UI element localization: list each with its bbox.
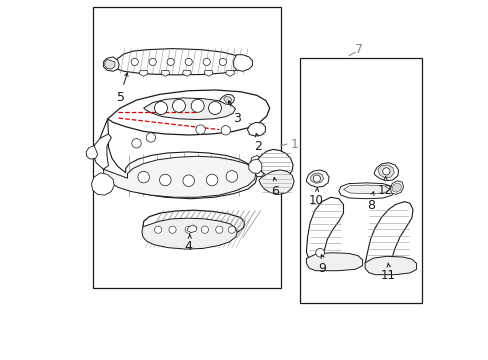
Polygon shape: [225, 71, 234, 76]
Polygon shape: [115, 49, 244, 75]
Circle shape: [149, 58, 156, 66]
Circle shape: [196, 125, 205, 134]
Polygon shape: [100, 119, 257, 199]
Circle shape: [183, 175, 194, 186]
Text: 8: 8: [366, 199, 374, 212]
Polygon shape: [233, 55, 252, 71]
Circle shape: [138, 171, 149, 183]
Polygon shape: [248, 159, 261, 174]
Text: 6: 6: [270, 185, 278, 198]
Polygon shape: [306, 253, 362, 271]
Text: 11: 11: [380, 269, 394, 282]
Circle shape: [315, 248, 324, 257]
Circle shape: [132, 139, 141, 148]
Polygon shape: [377, 165, 393, 178]
Bar: [93, 7, 280, 288]
Circle shape: [215, 226, 223, 233]
Circle shape: [206, 174, 218, 186]
Text: 1: 1: [290, 138, 298, 150]
Circle shape: [313, 175, 320, 182]
Circle shape: [219, 58, 226, 66]
Polygon shape: [142, 210, 244, 239]
Polygon shape: [139, 71, 148, 76]
Polygon shape: [343, 185, 389, 194]
Polygon shape: [91, 173, 114, 195]
Polygon shape: [258, 170, 294, 194]
Text: 12: 12: [377, 184, 391, 197]
Polygon shape: [186, 225, 197, 233]
Circle shape: [159, 174, 171, 186]
Circle shape: [154, 226, 162, 233]
Polygon shape: [143, 98, 235, 120]
Polygon shape: [219, 94, 234, 104]
Circle shape: [221, 126, 230, 135]
Circle shape: [131, 58, 138, 66]
Text: 9: 9: [318, 262, 325, 275]
Circle shape: [172, 99, 185, 112]
Polygon shape: [390, 181, 403, 194]
Polygon shape: [365, 202, 412, 272]
Circle shape: [203, 58, 210, 66]
Polygon shape: [306, 197, 343, 265]
Polygon shape: [142, 218, 237, 249]
Polygon shape: [338, 183, 393, 199]
Polygon shape: [104, 59, 115, 69]
Polygon shape: [223, 96, 231, 102]
Polygon shape: [250, 156, 265, 176]
Polygon shape: [86, 146, 98, 159]
Polygon shape: [103, 156, 256, 197]
Text: 5: 5: [117, 91, 125, 104]
Polygon shape: [93, 134, 111, 169]
Text: 4: 4: [184, 240, 192, 253]
Polygon shape: [161, 71, 169, 76]
Polygon shape: [182, 71, 191, 76]
Polygon shape: [309, 173, 323, 183]
Circle shape: [228, 226, 235, 233]
Polygon shape: [257, 149, 292, 178]
Circle shape: [201, 226, 208, 233]
Polygon shape: [247, 122, 265, 136]
Circle shape: [191, 99, 204, 112]
Text: 3: 3: [232, 112, 241, 125]
Circle shape: [167, 58, 174, 66]
Circle shape: [225, 171, 237, 182]
Circle shape: [154, 102, 167, 114]
Text: 7: 7: [354, 43, 362, 56]
Text: 10: 10: [308, 194, 323, 207]
Circle shape: [185, 58, 192, 66]
Polygon shape: [306, 170, 328, 187]
Circle shape: [382, 168, 389, 175]
Polygon shape: [107, 90, 269, 135]
Text: 2: 2: [254, 140, 262, 153]
Polygon shape: [373, 163, 398, 181]
Circle shape: [185, 226, 192, 233]
Circle shape: [146, 133, 155, 142]
Polygon shape: [103, 57, 119, 71]
Polygon shape: [204, 71, 212, 76]
Circle shape: [168, 226, 176, 233]
Circle shape: [208, 102, 221, 114]
Polygon shape: [365, 256, 416, 275]
Polygon shape: [391, 183, 401, 192]
Bar: [300, 58, 421, 303]
